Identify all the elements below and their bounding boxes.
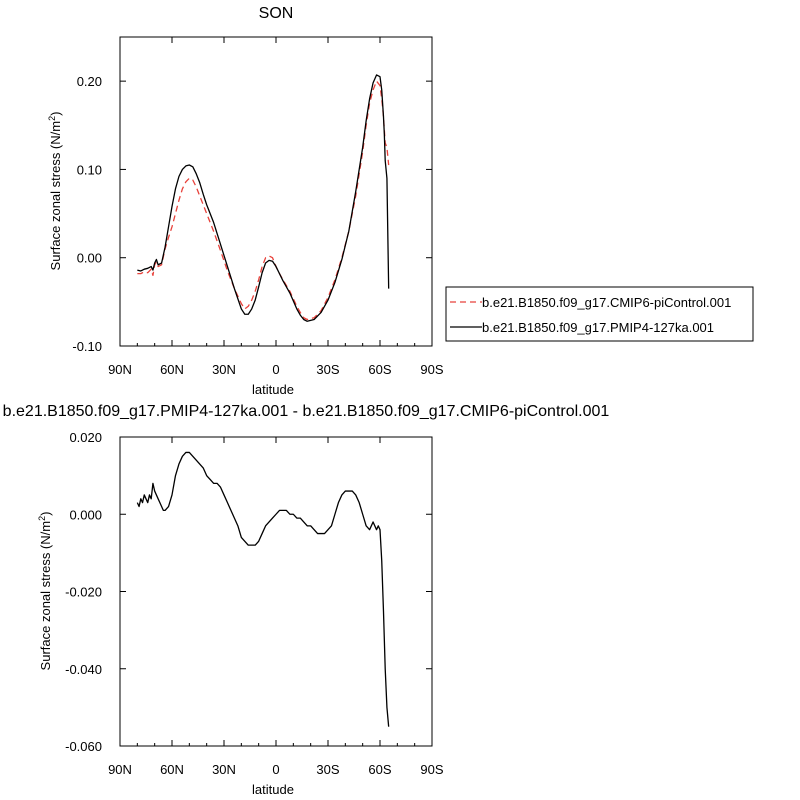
chart-bottom-ylabel-main: Surface zonal stress (N/m (38, 521, 53, 671)
y-tick-label: 0.20 (77, 74, 102, 89)
legend-label-picontrol: b.e21.B1850.f09_g17.CMIP6-piControl.001 (482, 295, 731, 310)
chart-bottom-ylabel: Surface zonal stress (N/m2) (37, 512, 53, 671)
x-tick-label: 90S (420, 362, 443, 377)
chart-top: SON 90N 60N 30N 0 30S 60S 90S -0.10 0.00 0.10 0.2… (47, 5, 754, 397)
y-tick-label: 0.10 (77, 162, 102, 177)
x-tick-label: 30S (316, 762, 339, 777)
chart-top-title: SON (259, 5, 294, 22)
chart-top-legend: b.e21.B1850.f09_g17.CMIP6-piControl.001 … (445, 286, 754, 342)
chart-bottom-x-ticks: 90N 60N 30N 0 30S 60S 90S (108, 437, 444, 777)
y-tick-label: -0.060 (65, 739, 102, 754)
x-tick-label: 60S (368, 362, 391, 377)
chart-bottom-series (136, 451, 390, 727)
chart-top-xlabel: latitude (252, 382, 294, 397)
chart-top-ylabel: Surface zonal stress (N/m2) (47, 112, 63, 271)
chart-bottom-frame (119, 436, 433, 747)
chart-top-x-ticks: 90N 60N 30N 0 30S 60S 90S (108, 37, 444, 377)
x-tick-label: 60N (160, 362, 184, 377)
series-line-0 (136, 451, 390, 727)
chart-bottom-y-ticks: -0.060 -0.040 -0.020 0.000 0.020 (65, 430, 432, 754)
chart-top-ylabel-sup: 2 (47, 116, 57, 121)
series-line-0 (137, 80, 390, 321)
y-tick-label: -0.10 (72, 339, 102, 354)
legend-frame (445, 286, 754, 342)
chart-bottom-ylabel-sup: 2 (37, 516, 47, 521)
chart-top-frame (119, 36, 433, 347)
x-tick-label: 90N (108, 762, 132, 777)
x-tick-label: 60S (368, 762, 391, 777)
chart-top-series (137, 74, 390, 322)
x-tick-label: 0 (272, 362, 279, 377)
y-tick-label: 0.020 (69, 430, 102, 445)
x-tick-label: 0 (272, 762, 279, 777)
x-tick-label: 30S (316, 362, 339, 377)
x-tick-label: 30N (212, 762, 236, 777)
chart-top-y-ticks: -0.10 0.00 0.10 0.20 (72, 74, 432, 354)
chart-bottom: b.e21.B1850.f09_g17.PMIP4-127ka.001 - b.… (3, 403, 610, 797)
legend-label-127ka: b.e21.B1850.f09_g17.PMIP4-127ka.001 (482, 320, 714, 335)
y-tick-label: 0.000 (69, 507, 102, 522)
y-tick-label: 0.00 (77, 251, 102, 266)
x-tick-label: 90N (108, 362, 132, 377)
chart-top-ylabel-main: Surface zonal stress (N/m (48, 121, 63, 271)
series-line-1 (137, 74, 390, 322)
x-tick-label: 30N (212, 362, 236, 377)
chart-bottom-ylabel-end: ) (38, 512, 53, 516)
chart-top-ylabel-end: ) (48, 112, 63, 116)
chart-bottom-title: b.e21.B1850.f09_g17.PMIP4-127ka.001 - b.… (3, 403, 610, 420)
x-tick-label: 90S (420, 762, 443, 777)
chart-bottom-xlabel: latitude (252, 782, 294, 797)
x-tick-label: 60N (160, 762, 184, 777)
y-tick-label: -0.040 (65, 662, 102, 677)
y-tick-label: -0.020 (65, 585, 102, 600)
